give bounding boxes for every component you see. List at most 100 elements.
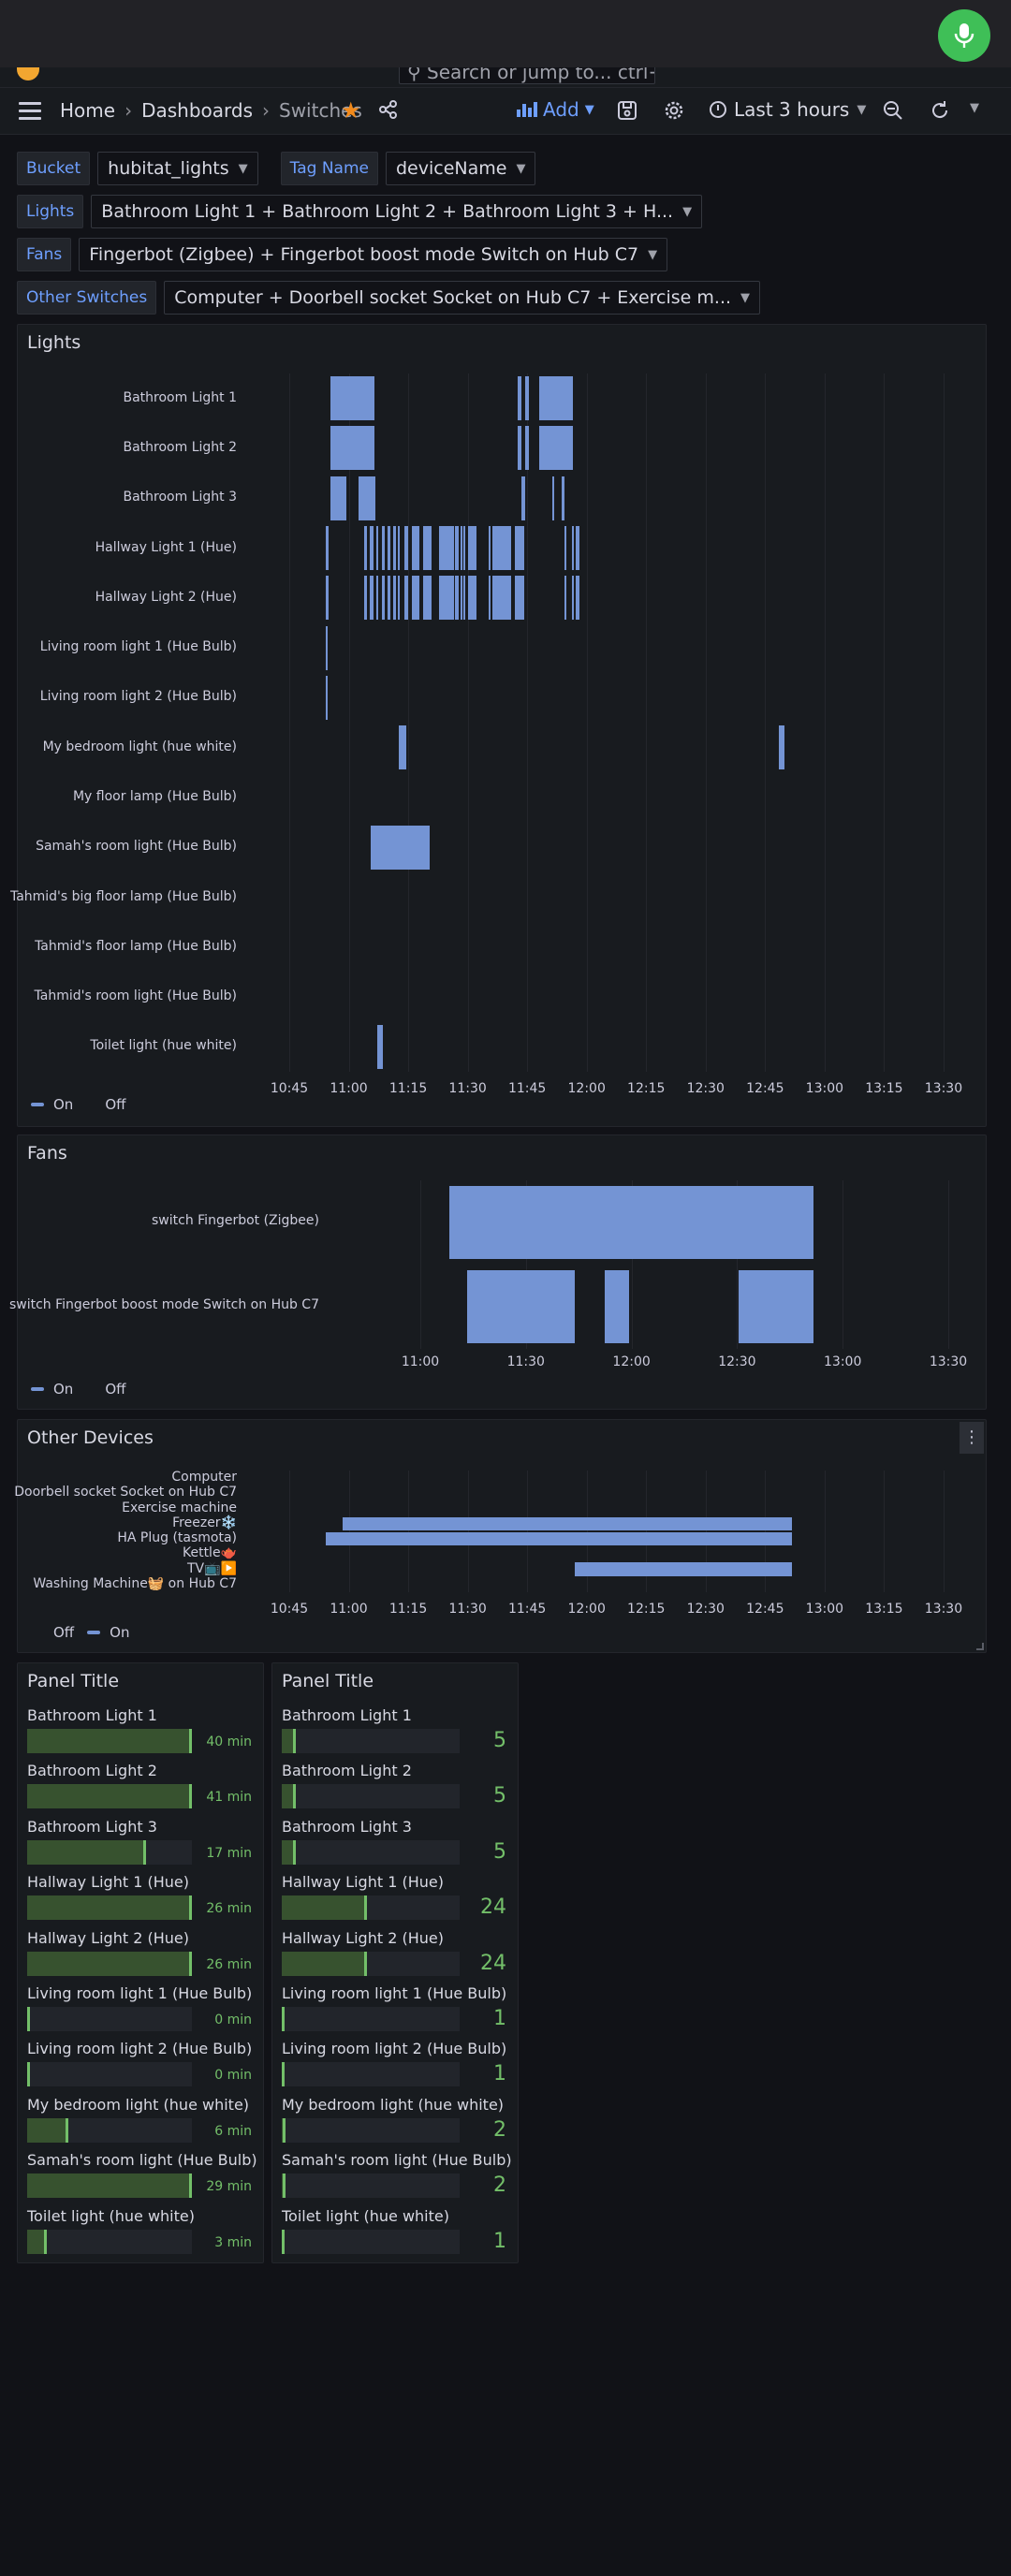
state-on-segment[interactable] <box>517 376 521 421</box>
state-on-segment[interactable] <box>375 576 378 621</box>
state-on-segment[interactable] <box>330 426 375 471</box>
state-on-segment[interactable] <box>778 725 785 770</box>
resize-handle[interactable] <box>976 1643 984 1650</box>
state-on-segment[interactable] <box>423 576 432 621</box>
variable-select-other-switches[interactable]: Computer + Doorbell socket Socket on Hub… <box>164 281 761 315</box>
state-on-segment[interactable] <box>462 576 466 621</box>
legend-on-label[interactable]: On <box>110 1624 130 1641</box>
variable-select-bucket[interactable]: hubitat_lights ▼ <box>97 152 258 185</box>
state-on-segment[interactable] <box>369 526 374 570</box>
state-on-segment[interactable] <box>455 576 460 621</box>
state-on-segment[interactable] <box>538 426 573 471</box>
state-on-segment[interactable] <box>514 576 525 621</box>
state-on-segment[interactable] <box>404 576 408 621</box>
state-on-segment[interactable] <box>575 576 580 621</box>
state-on-segment[interactable] <box>525 426 530 471</box>
state-on-segment[interactable] <box>564 576 566 621</box>
menu-icon[interactable] <box>19 102 41 120</box>
panel-menu-icon[interactable]: ⋮ <box>960 1422 984 1454</box>
state-on-segment[interactable] <box>572 526 575 570</box>
state-on-segment[interactable] <box>398 526 401 570</box>
state-on-segment[interactable] <box>440 576 454 621</box>
state-on-segment[interactable] <box>387 526 391 570</box>
state-on-segment[interactable] <box>326 675 329 720</box>
state-on-segment[interactable] <box>514 526 525 570</box>
state-on-segment[interactable] <box>392 526 396 570</box>
microphone-button[interactable] <box>938 9 990 62</box>
state-on-segment[interactable] <box>460 526 463 570</box>
legend-on-label[interactable]: On <box>53 1096 74 1113</box>
breadcrumb-dashboards[interactable]: Dashboards <box>141 99 253 122</box>
state-on-segment[interactable] <box>411 576 419 621</box>
state-on-segment[interactable] <box>462 526 466 570</box>
state-on-segment[interactable] <box>551 476 554 520</box>
legend-on-label[interactable]: On <box>53 1381 74 1398</box>
legend-off-label[interactable]: Off <box>105 1381 126 1398</box>
state-on-segment[interactable] <box>440 526 454 570</box>
state-on-segment[interactable] <box>370 825 430 870</box>
time-range-picker[interactable]: Last 3 hours ▼ <box>710 98 866 121</box>
state-on-segment[interactable] <box>381 576 386 621</box>
refresh-icon[interactable] <box>929 99 951 122</box>
state-on-segment[interactable] <box>387 576 391 621</box>
state-on-segment[interactable] <box>359 476 376 520</box>
state-on-segment[interactable] <box>364 526 367 570</box>
state-on-segment[interactable] <box>398 576 401 621</box>
state-on-segment[interactable] <box>491 526 512 570</box>
state-on-segment[interactable] <box>562 476 564 520</box>
state-on-segment[interactable] <box>604 1270 629 1343</box>
legend-off-label[interactable]: Off <box>105 1096 126 1113</box>
state-on-segment[interactable] <box>438 526 441 570</box>
variable-select-lights[interactable]: Bathroom Light 1 + Bathroom Light 2 + Ba… <box>91 195 703 228</box>
variable-select-tag-name[interactable]: deviceName ▼ <box>385 152 536 185</box>
breadcrumb-home[interactable]: Home <box>60 99 116 122</box>
variable-select-fans[interactable]: Fingerbot (Zigbee) + Fingerbot boost mod… <box>79 238 668 271</box>
state-on-segment[interactable] <box>438 576 441 621</box>
state-on-segment[interactable] <box>404 526 408 570</box>
state-on-segment[interactable] <box>517 426 521 471</box>
state-on-segment[interactable] <box>392 576 396 621</box>
settings-gear-icon[interactable] <box>663 99 685 122</box>
state-on-segment[interactable] <box>411 526 419 570</box>
state-on-segment[interactable] <box>575 526 580 570</box>
state-on-segment[interactable] <box>491 576 512 621</box>
state-on-segment[interactable] <box>455 526 460 570</box>
state-on-segment[interactable] <box>448 1186 814 1259</box>
state-on-segment[interactable] <box>330 376 375 421</box>
state-on-segment[interactable] <box>326 1531 793 1546</box>
state-on-segment[interactable] <box>489 576 491 621</box>
state-on-segment[interactable] <box>460 576 463 621</box>
state-on-segment[interactable] <box>564 526 566 570</box>
state-on-segment[interactable] <box>538 376 573 421</box>
grafana-logo[interactable] <box>17 67 39 80</box>
add-button[interactable]: Add ▼ <box>517 98 594 121</box>
state-on-segment[interactable] <box>572 576 575 621</box>
legend-off-label[interactable]: Off <box>53 1624 75 1641</box>
state-on-segment[interactable] <box>375 526 378 570</box>
state-on-segment[interactable] <box>376 1024 383 1069</box>
refresh-interval-chevron-icon[interactable]: ▼ <box>970 101 979 115</box>
state-on-segment[interactable] <box>521 476 525 520</box>
share-icon[interactable] <box>378 99 399 120</box>
state-on-segment[interactable] <box>468 576 477 621</box>
state-on-segment[interactable] <box>489 526 491 570</box>
state-on-segment[interactable] <box>423 526 432 570</box>
state-on-segment[interactable] <box>738 1270 814 1343</box>
state-on-segment[interactable] <box>381 526 386 570</box>
state-on-segment[interactable] <box>326 625 329 670</box>
state-on-segment[interactable] <box>326 526 329 570</box>
state-on-segment[interactable] <box>398 725 407 770</box>
state-on-segment[interactable] <box>467 1270 575 1343</box>
state-on-segment[interactable] <box>326 576 329 621</box>
state-on-segment[interactable] <box>468 526 477 570</box>
star-icon[interactable]: ★ <box>341 97 361 124</box>
state-on-segment[interactable] <box>343 1516 793 1531</box>
state-on-segment[interactable] <box>364 576 367 621</box>
save-icon[interactable] <box>616 99 638 122</box>
state-on-segment[interactable] <box>369 576 374 621</box>
search-input[interactable]: ⚲ Search or jump to... ctrl+k <box>399 67 655 84</box>
zoom-out-icon[interactable] <box>882 99 904 122</box>
state-on-segment[interactable] <box>525 376 530 421</box>
state-on-segment[interactable] <box>330 476 346 520</box>
state-on-segment[interactable] <box>574 1562 793 1576</box>
